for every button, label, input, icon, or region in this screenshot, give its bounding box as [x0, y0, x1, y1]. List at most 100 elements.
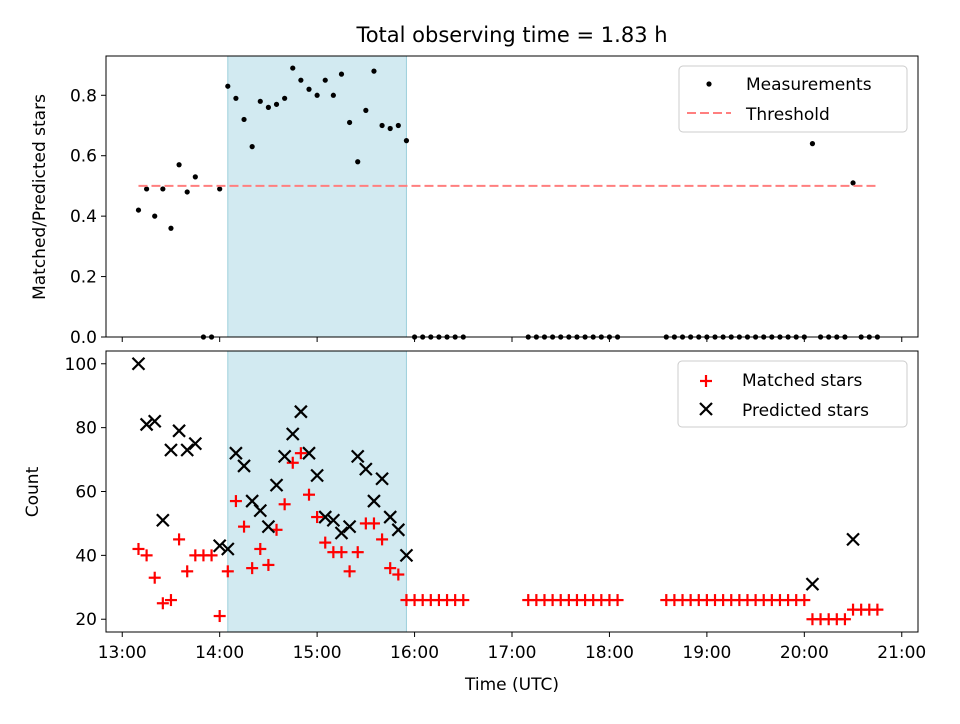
- matched-stars-point: [335, 546, 348, 559]
- matched-stars-point: [319, 536, 332, 549]
- predicted-stars-point: [212, 539, 227, 553]
- x-tick-label: 17:00: [488, 643, 537, 663]
- matched-stars-point: [148, 571, 161, 584]
- matched-stars-point: [351, 546, 364, 559]
- measurement-point: [160, 186, 166, 192]
- matched-stars-point: [229, 495, 242, 508]
- predicted-stars-point: [285, 427, 300, 441]
- measurement-point: [379, 122, 385, 129]
- legend-predicted-label: Predicted stars: [742, 401, 869, 421]
- legend-matched-marker: [700, 375, 712, 387]
- predicted-stars-point: [334, 526, 349, 540]
- legend-predicted-marker: [699, 402, 713, 416]
- matched-stars-point: [294, 447, 307, 460]
- bottom-legend-box: [677, 360, 908, 428]
- measurement-point: [168, 225, 174, 231]
- matched-stars-point: [278, 498, 291, 511]
- measurement-point: [314, 92, 320, 98]
- x-axis-label: Time (UTC): [464, 675, 559, 695]
- measurement-point: [850, 180, 856, 186]
- x-tick-label: 19:00: [682, 643, 731, 663]
- x-tick-label: 21:00: [877, 643, 926, 663]
- y-tick-label: 0.6: [70, 147, 97, 167]
- matched-stars-point: [181, 565, 194, 578]
- predicted-stars-point: [350, 449, 365, 464]
- top-x-ticks: [121, 337, 903, 342]
- top-y-axis-label: Matched/Predicted stars: [30, 94, 50, 300]
- predicted-stars-point: [188, 436, 203, 451]
- matched-stars-point: [376, 533, 389, 546]
- predicted-stars-point: [302, 446, 316, 460]
- matched-stars-point: [311, 511, 324, 524]
- predicted-stars-point: [147, 414, 162, 429]
- predicted-stars-point: [156, 513, 170, 528]
- matched-stars-point: [384, 562, 397, 575]
- legend-measurements-marker: [706, 81, 712, 87]
- matched-stars-point: [156, 597, 169, 610]
- matched-stars-point: [238, 520, 251, 533]
- matched-stars-point: [205, 549, 218, 562]
- top-panel: 0.0 0.2 0.4 0.6 0.8 Total observing time = 1…: [30, 23, 919, 348]
- matched-stars-point: [303, 488, 315, 501]
- predicted-stars-point: [131, 356, 146, 371]
- bottom-legend[interactable]: Matched stars Predicted stars: [677, 360, 908, 428]
- matched-stars-point: [457, 594, 470, 607]
- matched-stars-point: [246, 562, 259, 575]
- matched-stars-point: [392, 568, 405, 581]
- measurement-point: [355, 159, 361, 165]
- measurement-point: [176, 162, 182, 168]
- predicted-stars-point: [359, 462, 373, 476]
- measurement-point: [135, 207, 142, 213]
- measurement-point: [387, 125, 393, 132]
- predicted-stars-point: [269, 478, 284, 492]
- matched-stars-point: [343, 565, 356, 578]
- measurement-point: [192, 174, 198, 180]
- x-tick-label: 13:00: [98, 643, 147, 663]
- measurement-point: [809, 141, 816, 147]
- measurement-point: [241, 116, 247, 123]
- bottom-shaded-interval: [227, 351, 407, 632]
- y-tick-label: 0.4: [70, 207, 97, 227]
- predicted-stars-point: [367, 494, 381, 508]
- predicted-stars-point: [294, 404, 308, 419]
- measurement-point: [217, 186, 223, 192]
- top-shaded-interval: [227, 56, 407, 337]
- y-tick-label: 80: [75, 419, 97, 439]
- measurement-point: [152, 213, 158, 219]
- measurement-point: [290, 65, 296, 71]
- predicted-stars-point: [805, 577, 820, 591]
- measurement-point: [338, 71, 345, 77]
- bottom-panel: 20 40 60 80 100 13:00 14:00 15:00 16:00 17:00 18:…: [23, 350, 926, 695]
- bottom-x-ticks: 13:00 14:00 15:00 16:00 17:00 18:00 19:00 20:00…: [98, 632, 926, 663]
- x-tick-label: 14:00: [195, 643, 244, 663]
- measurement-point: [306, 86, 312, 92]
- matched-stars-point: [221, 565, 234, 578]
- predicted-stars-point: [342, 519, 357, 534]
- predicted-stars-point: [172, 424, 186, 438]
- matched-stars-point: [871, 603, 884, 616]
- matched-stars-point: [367, 517, 380, 530]
- bottom-marks: [131, 351, 884, 632]
- legend-measurements-label: Measurements: [746, 75, 872, 95]
- x-tick-label: 20:00: [780, 643, 829, 663]
- top-legend[interactable]: Measurements Threshold: [678, 65, 908, 133]
- measurement-point: [225, 83, 231, 89]
- matched-stars-point: [798, 594, 811, 607]
- predicted-stars-point: [277, 449, 292, 464]
- measurement-point: [403, 138, 410, 144]
- bottom-y-ticks: 20 40 60 80 100: [65, 355, 106, 630]
- x-tick-label: 16:00: [390, 643, 439, 663]
- predicted-stars-point: [237, 459, 251, 473]
- predicted-stars-point: [229, 446, 243, 460]
- matched-stars-point: [132, 542, 145, 555]
- measurement-point: [330, 92, 336, 98]
- bottom-y-axis-label: Count: [23, 466, 43, 517]
- predicted-stars-point: [399, 548, 414, 563]
- y-tick-label: 0.8: [70, 86, 97, 106]
- predicted-stars-point: [383, 510, 397, 524]
- measurement-point: [184, 189, 190, 195]
- matched-stars-point: [140, 549, 153, 562]
- legend-threshold-label: Threshold: [745, 105, 830, 125]
- matched-stars-point: [286, 456, 299, 469]
- top-y-ticks: 0.0 0.2 0.4 0.6 0.8: [70, 86, 106, 348]
